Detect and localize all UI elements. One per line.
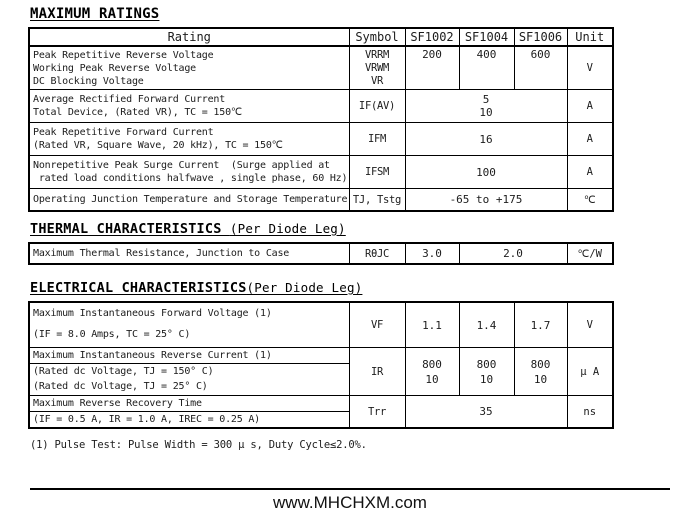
unit-cell: A [566, 122, 614, 156]
value-cell-sf1002: 800 10 [404, 347, 460, 396]
rating-cell: Maximum Instantaneous Forward Voltage (1… [28, 301, 350, 348]
unit-cell: μ A [566, 347, 614, 396]
unit-cell: V [566, 301, 614, 348]
table-row-junction-temperature: Operating Junction Temperature and Stora… [28, 188, 614, 212]
column-header-sf1004: SF1004 [458, 27, 515, 47]
rating-cell: Maximum Thermal Resistance, Junction to … [28, 242, 350, 265]
unit-cell: ns [566, 395, 614, 429]
value-cell-merged: 16 [404, 122, 568, 156]
symbol-cell: RθJC [348, 242, 406, 265]
value-cell-merged: 5 10 [404, 89, 568, 123]
unit-cell: V [566, 45, 614, 90]
max-ratings-header-row: Rating Symbol SF1002 SF1004 SF1006 Unit [28, 27, 614, 47]
value-cell-sf1002: 1.1 [404, 301, 460, 348]
symbol-cell: VF [348, 301, 406, 348]
max-ratings-title-text: MAXIMUM RATINGS [30, 6, 160, 22]
value-cell-sf1004: 400 [458, 45, 515, 90]
symbol-cell: IFM [348, 122, 406, 156]
electrical-title: ELECTRICAL CHARACTERISTICS(Per Diode Leg… [30, 279, 612, 297]
datasheet-content: MAXIMUM RATINGS Rating Symbol SF1002 SF1… [0, 6, 614, 452]
table-row-thermal-resistance: Maximum Thermal Resistance, Junction to … [28, 242, 614, 265]
thermal-table: Maximum Thermal Resistance, Junction to … [28, 242, 614, 265]
table-row-reverse-current: Maximum Instantaneous Reverse Current (1… [28, 347, 614, 396]
value-cell-sf1006: 600 [513, 45, 568, 90]
symbol-cell: IR [348, 347, 406, 396]
table-row-surge-current: Nonrepetitive Peak Surge Current (Surge … [28, 155, 614, 189]
column-header-sf1006: SF1006 [513, 27, 568, 47]
rating-cell: Peak Repetitive Reverse Voltage Working … [28, 45, 350, 90]
unit-cell: ℃/W [566, 242, 614, 265]
table-row-recovery-time: Maximum Reverse Recovery Time (IF = 0.5 … [28, 395, 614, 429]
thermal-title-note: (Per Diode Leg) [229, 221, 346, 236]
footer-website: www.MHCHXM.com [273, 493, 427, 512]
column-header-symbol: Symbol [348, 27, 406, 47]
unit-cell: A [566, 155, 614, 189]
page-footer: www.MHCHXM.com [30, 488, 670, 513]
unit-cell: A [566, 89, 614, 123]
symbol-cell: VRRM VRWM VR [348, 45, 406, 90]
value-cell-sf1002: 200 [404, 45, 460, 90]
value-cell-sf1002: 3.0 [404, 242, 460, 265]
electrical-title-text: ELECTRICAL CHARACTERISTICS [30, 280, 247, 296]
value-cell-merged: -65 to +175 [404, 188, 568, 212]
value-cell-sf1004: 1.4 [458, 301, 515, 348]
electrical-title-note: (Per Diode Leg) [246, 280, 363, 295]
column-header-rating: Rating [28, 27, 350, 47]
rating-cell: Peak Repetitive Forward Current (Rated V… [28, 122, 350, 156]
value-cell-merged: 35 [404, 395, 568, 429]
column-header-sf1002: SF1002 [404, 27, 460, 47]
table-row-peak-repetitive-current: Peak Repetitive Forward Current (Rated V… [28, 122, 614, 156]
value-cell-sf1006: 800 10 [513, 347, 568, 396]
rating-cell: Maximum Instantaneous Reverse Current (1… [28, 347, 350, 396]
column-header-unit: Unit [566, 27, 614, 47]
unit-cell: ℃ [566, 188, 614, 212]
symbol-cell: IFSM [348, 155, 406, 189]
rating-cell: Operating Junction Temperature and Stora… [28, 188, 350, 212]
symbol-cell: IF(AV) [348, 89, 406, 123]
thermal-title: THERMAL CHARACTERISTICS (Per Diode Leg) [30, 220, 612, 238]
symbol-cell: TJ, Tstg [348, 188, 406, 212]
rating-cell: Nonrepetitive Peak Surge Current (Surge … [28, 155, 350, 189]
max-ratings-title: MAXIMUM RATINGS [30, 6, 612, 23]
pulse-test-footnote: (1) Pulse Test: Pulse Width = 300 μ s, D… [30, 439, 367, 451]
thermal-title-text: THERMAL CHARACTERISTICS [30, 221, 230, 237]
electrical-table: Maximum Instantaneous Forward Voltage (1… [28, 301, 614, 429]
table-row-reverse-voltage: Peak Repetitive Reverse Voltage Working … [28, 45, 614, 90]
maximum-ratings-table: Rating Symbol SF1002 SF1004 SF1006 Unit … [28, 27, 614, 212]
table-row-average-current: Average Rectified Forward Current Total … [28, 89, 614, 123]
value-cell-merged: 100 [404, 155, 568, 189]
value-cell-sf1006: 1.7 [513, 301, 568, 348]
rating-cell: Maximum Reverse Recovery Time (IF = 0.5 … [28, 395, 350, 429]
table-row-forward-voltage: Maximum Instantaneous Forward Voltage (1… [28, 301, 614, 348]
symbol-cell: Trr [348, 395, 406, 429]
value-cell-sf1004-sf1006: 2.0 [458, 242, 568, 265]
rating-cell: Average Rectified Forward Current Total … [28, 89, 350, 123]
value-cell-sf1004: 800 10 [458, 347, 515, 396]
